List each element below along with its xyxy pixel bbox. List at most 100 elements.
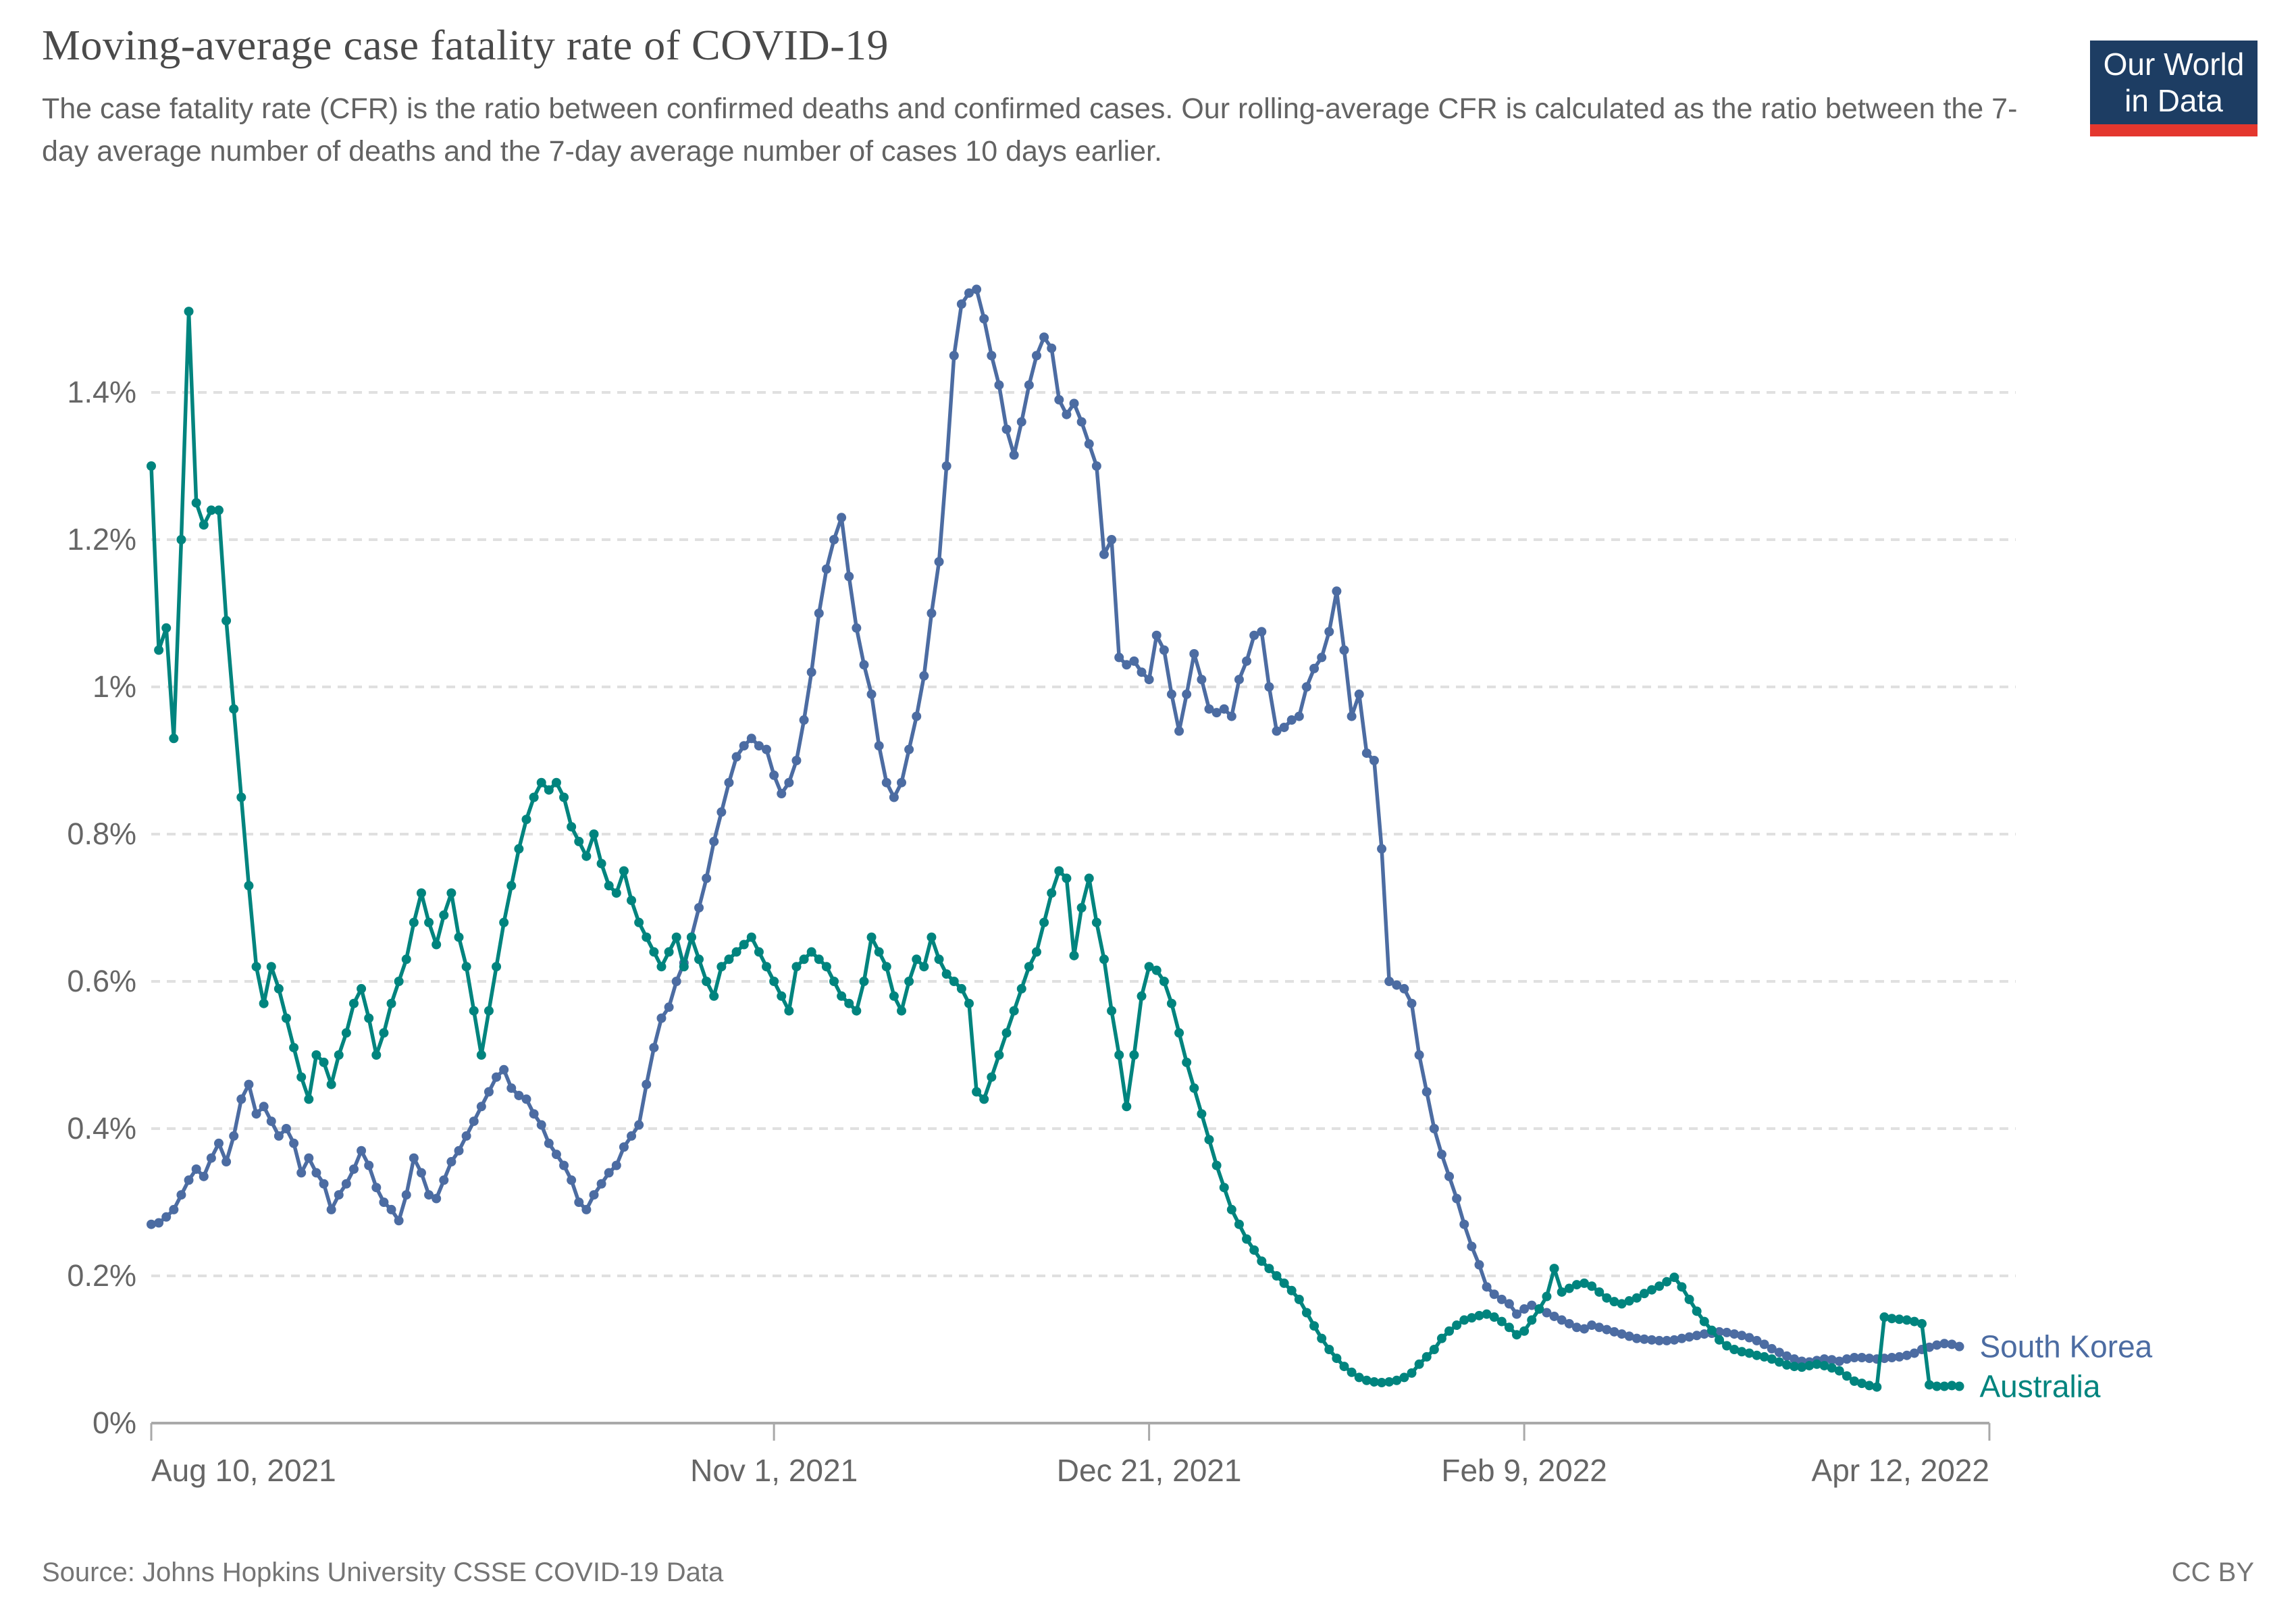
series-australia[interactable]: Australia — [147, 307, 2101, 1404]
data-point-south-korea — [746, 734, 756, 744]
data-point-south-korea — [1234, 675, 1244, 685]
data-point-south-korea — [619, 1142, 629, 1152]
data-point-south-korea — [859, 660, 869, 670]
data-point-south-korea — [874, 741, 884, 751]
chart-footer: Source: Johns Hopkins University CSSE CO… — [42, 1558, 2254, 1588]
data-point-australia — [1706, 1325, 1717, 1335]
data-point-australia — [1534, 1304, 1544, 1314]
data-point-south-korea — [1474, 1260, 1484, 1270]
data-point-australia — [649, 947, 659, 957]
x-tick-label: Nov 1, 2021 — [690, 1453, 858, 1488]
data-point-australia — [904, 977, 914, 986]
data-point-south-korea — [454, 1146, 464, 1156]
data-point-south-korea — [536, 1120, 546, 1130]
data-point-south-korea — [1504, 1299, 1514, 1309]
data-point-australia — [1564, 1283, 1574, 1293]
data-point-australia — [1834, 1366, 1844, 1376]
data-point-australia — [1684, 1294, 1694, 1304]
data-point-south-korea — [611, 1160, 621, 1170]
data-point-south-korea — [889, 792, 899, 802]
data-point-south-korea — [1639, 1334, 1649, 1344]
data-point-australia — [476, 1050, 486, 1060]
data-point-australia — [1504, 1322, 1514, 1333]
data-point-australia — [1557, 1287, 1567, 1297]
data-point-south-korea — [1819, 1354, 1829, 1364]
data-point-south-korea — [702, 873, 712, 883]
data-point-australia — [1774, 1357, 1784, 1367]
chart-header: Moving-average case fatality rate of COV… — [42, 20, 2257, 173]
data-point-south-korea — [1211, 708, 1222, 718]
data-point-south-korea — [1954, 1341, 1964, 1352]
data-point-south-korea — [1384, 977, 1394, 986]
data-point-australia — [686, 932, 696, 942]
data-point-australia — [1744, 1348, 1754, 1358]
data-point-south-korea — [1587, 1320, 1597, 1331]
data-point-south-korea — [289, 1138, 299, 1148]
owid-logo[interactable]: Our World in Data — [2090, 41, 2258, 136]
data-point-australia — [866, 932, 877, 942]
x-tick-label: Dec 21, 2021 — [1057, 1453, 1242, 1488]
data-point-south-korea — [791, 756, 802, 765]
data-point-south-korea — [1834, 1356, 1844, 1366]
legend-label-australia[interactable]: Australia — [1980, 1369, 2101, 1404]
x-tick-label: Aug 10, 2021 — [151, 1453, 336, 1488]
data-point-australia — [611, 888, 621, 898]
data-point-south-korea — [499, 1064, 509, 1075]
data-point-south-korea — [897, 777, 906, 788]
line-south-korea — [149, 287, 1962, 1364]
data-point-south-korea — [1429, 1124, 1439, 1133]
data-point-south-korea — [1009, 450, 1019, 460]
data-point-south-korea — [956, 299, 966, 309]
data-point-south-korea — [642, 1079, 652, 1089]
license-link[interactable]: CC BY — [2171, 1558, 2254, 1587]
data-point-australia — [1211, 1160, 1222, 1170]
data-point-south-korea — [206, 1153, 216, 1163]
y-tick-label: 0.4% — [67, 1111, 136, 1146]
data-point-australia — [1429, 1345, 1439, 1354]
y-tick-label: 0.8% — [67, 817, 136, 851]
data-point-south-korea — [409, 1153, 419, 1163]
data-point-south-korea — [1624, 1331, 1634, 1341]
data-point-australia — [1361, 1375, 1372, 1385]
data-point-australia — [1069, 950, 1079, 960]
data-point-australia — [799, 954, 809, 964]
data-point-south-korea — [1197, 675, 1207, 685]
data-point-south-korea — [1084, 439, 1094, 449]
data-point-australia — [1602, 1293, 1612, 1303]
data-point-australia — [1781, 1360, 1792, 1370]
data-point-australia — [1226, 1204, 1236, 1214]
data-point-australia — [1039, 917, 1049, 927]
data-point-south-korea — [649, 1043, 659, 1053]
data-point-australia — [1354, 1372, 1364, 1383]
data-point-australia — [499, 917, 509, 927]
data-point-south-korea — [1864, 1354, 1875, 1364]
data-point-australia — [1759, 1352, 1769, 1362]
data-point-south-korea — [1159, 645, 1169, 655]
data-point-australia — [1790, 1362, 1800, 1372]
data-point-australia — [1662, 1277, 1672, 1287]
series-south-korea[interactable]: South Korea — [147, 284, 2153, 1367]
data-point-south-korea — [244, 1079, 254, 1089]
data-point-south-korea — [1309, 663, 1320, 673]
data-point-south-korea — [1099, 549, 1109, 559]
data-point-south-korea — [1361, 748, 1372, 758]
data-point-south-korea — [273, 1131, 284, 1141]
data-point-south-korea — [1399, 983, 1409, 994]
legend-label-south-korea[interactable]: South Korea — [1980, 1329, 2153, 1364]
data-point-australia — [596, 858, 606, 869]
line-australia — [149, 309, 1962, 1389]
data-point-south-korea — [1857, 1352, 1867, 1362]
data-point-south-korea — [814, 609, 824, 618]
data-point-south-korea — [326, 1204, 336, 1214]
data-point-australia — [1737, 1347, 1747, 1357]
data-point-australia — [341, 1028, 351, 1038]
data-point-australia — [191, 498, 201, 508]
data-point-south-korea — [1849, 1352, 1859, 1362]
data-point-australia — [559, 792, 569, 802]
data-point-south-korea — [1024, 380, 1034, 390]
data-point-australia — [574, 836, 584, 846]
data-point-south-korea — [1257, 627, 1267, 637]
data-point-australia — [927, 932, 937, 942]
data-point-australia — [1107, 1006, 1117, 1016]
